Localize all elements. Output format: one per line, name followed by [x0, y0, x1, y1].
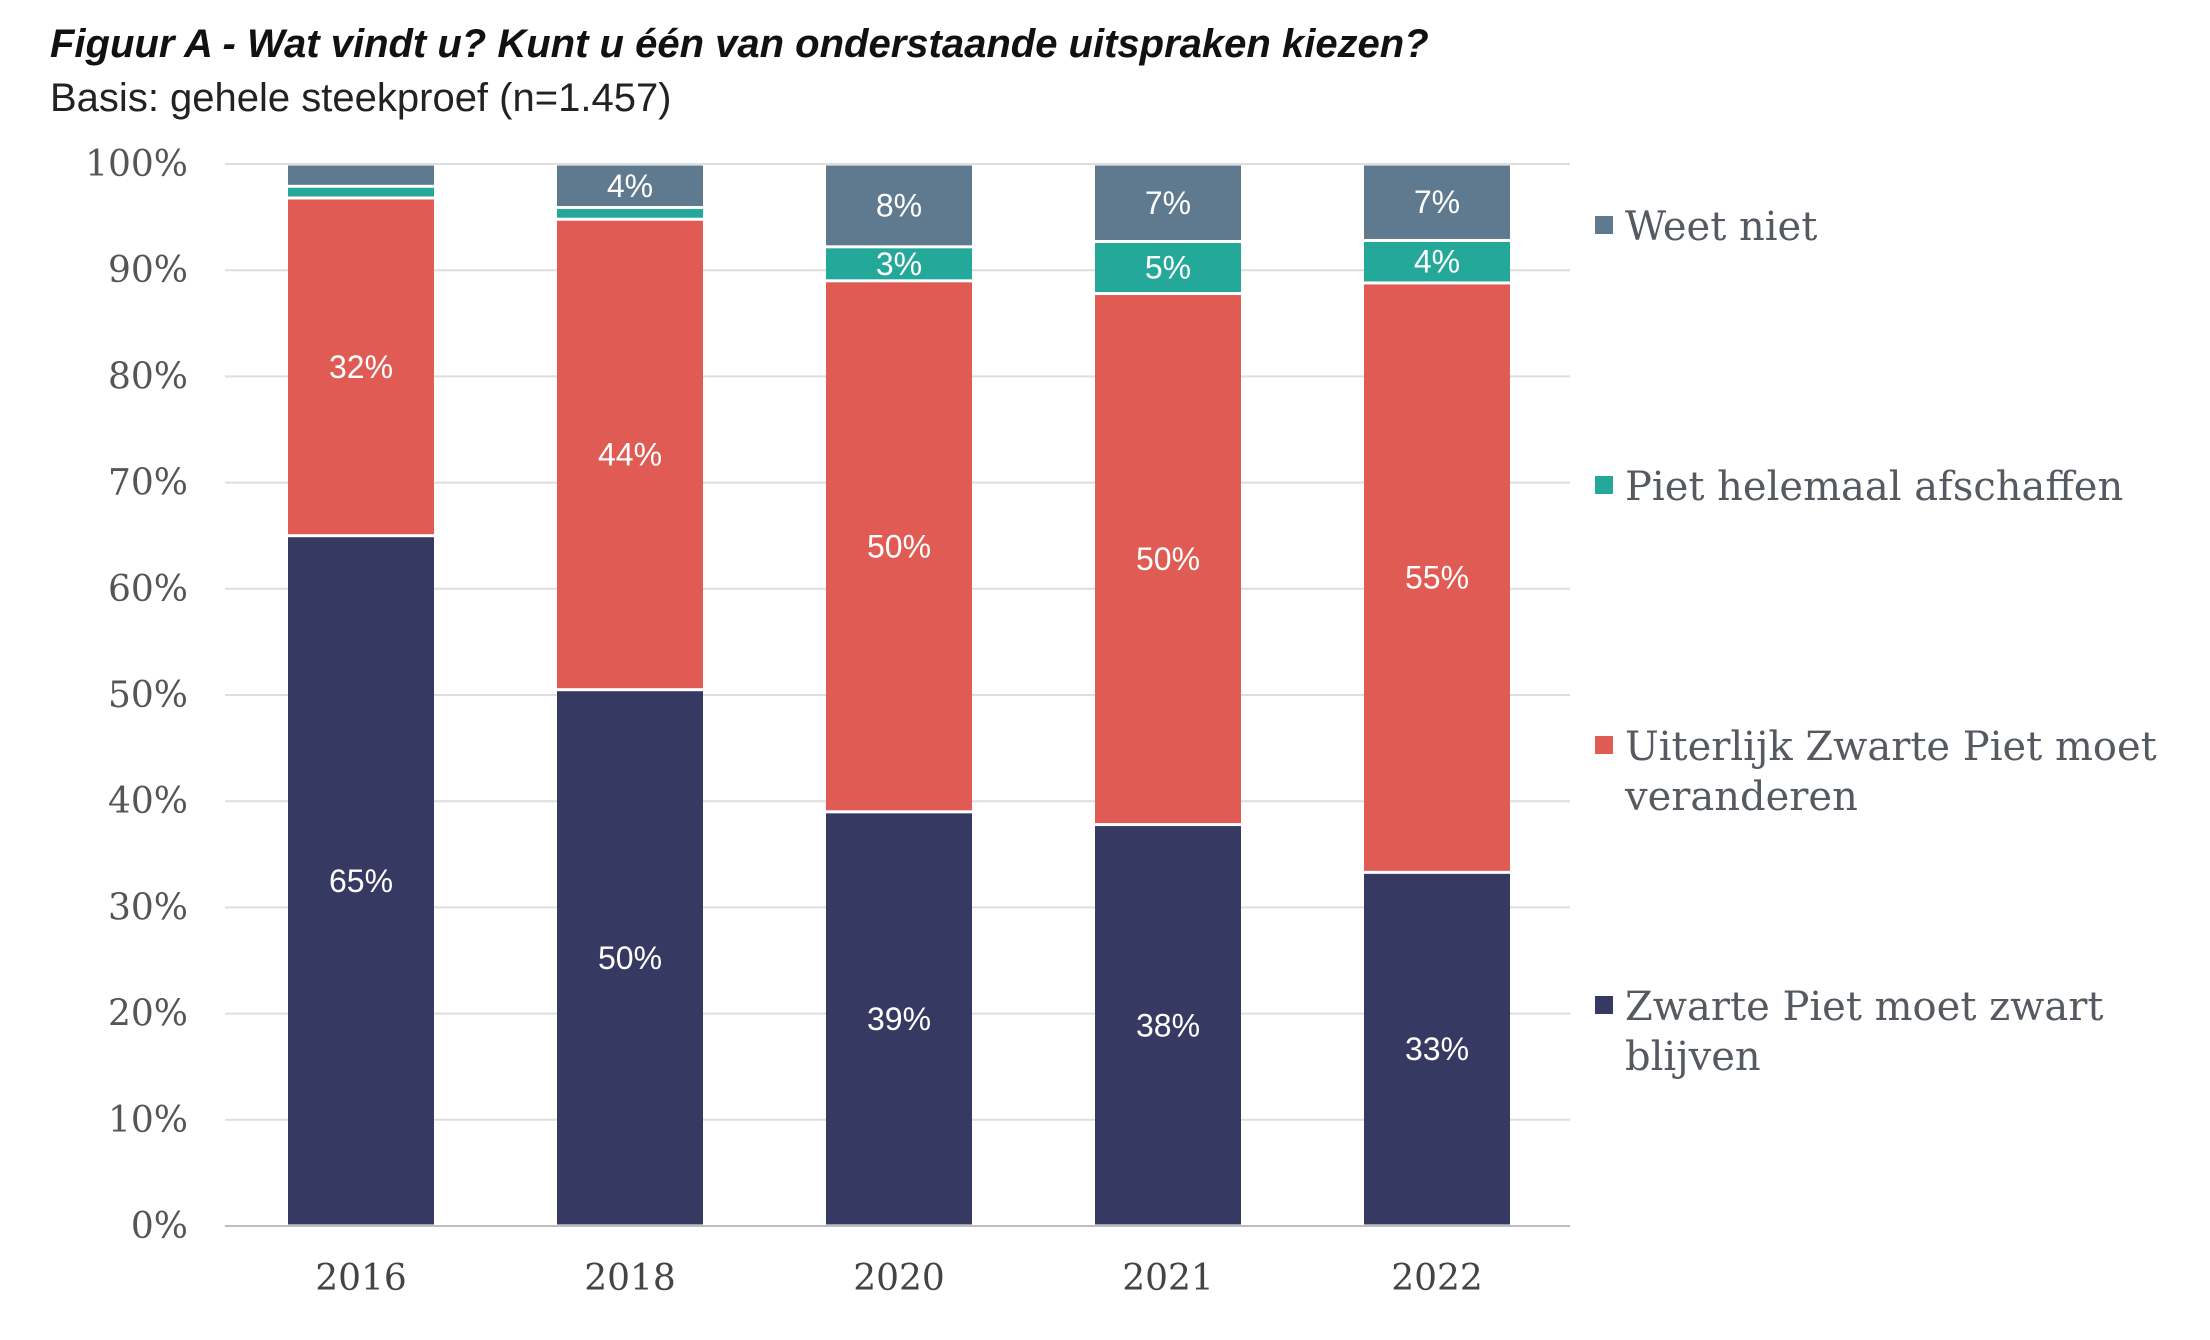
data-label: 4% — [607, 168, 653, 204]
data-label: 7% — [1145, 185, 1191, 221]
data-label: 7% — [1414, 184, 1460, 220]
legend-label: Piet helemaal afschaffen — [1625, 464, 2123, 510]
bar-segment[interactable] — [557, 209, 703, 218]
data-label: 38% — [1136, 1007, 1200, 1043]
y-tick-label: 10% — [108, 1100, 188, 1141]
bar-segment[interactable] — [1095, 165, 1241, 241]
y-tick-label: 60% — [108, 569, 188, 610]
bar-segment[interactable] — [288, 199, 434, 535]
x-tick-label: 2021 — [1122, 1258, 1214, 1299]
data-label: 50% — [598, 940, 662, 976]
bar-segment[interactable] — [826, 248, 972, 280]
bar-segment[interactable] — [1095, 243, 1241, 293]
legend-label: Zwarte Piet moet zwart — [1625, 984, 2103, 1030]
data-label: 8% — [876, 187, 922, 223]
bar-segment[interactable] — [826, 813, 972, 1225]
legend-label: Weet niet — [1625, 204, 1817, 250]
y-tick-label: 0% — [131, 1206, 188, 1247]
data-label: 39% — [867, 1001, 931, 1037]
bar-segment[interactable] — [288, 537, 434, 1225]
legend-swatch — [1595, 736, 1613, 754]
bar-segment[interactable] — [826, 282, 972, 811]
chart-subtitle: Basis: gehele steekproef (n=1.457) — [50, 76, 672, 120]
bar-segment[interactable] — [1364, 165, 1510, 239]
y-tick-label: 100% — [85, 144, 188, 185]
legend-label: blijven — [1625, 1034, 1761, 1080]
data-label: 3% — [876, 246, 922, 282]
data-label: 4% — [1414, 244, 1460, 280]
y-tick-label: 40% — [108, 781, 188, 822]
x-tick-label: 2020 — [853, 1258, 945, 1299]
bar-segment[interactable] — [1095, 826, 1241, 1225]
x-tick-label: 2016 — [315, 1258, 407, 1299]
data-label: 50% — [1136, 541, 1200, 577]
bar-segment[interactable] — [826, 165, 972, 246]
chart-title: Figuur A - Wat vindt u? Kunt u één van o… — [50, 22, 1429, 66]
bar-segment[interactable] — [288, 187, 434, 197]
data-label: 32% — [329, 349, 393, 385]
y-tick-label: 70% — [108, 463, 188, 504]
bar-segment[interactable] — [1364, 241, 1510, 282]
legend-label: Uiterlijk Zwarte Piet moet — [1625, 724, 2157, 770]
x-tick-label: 2018 — [584, 1258, 676, 1299]
y-tick-label: 50% — [108, 675, 188, 716]
data-label: 65% — [329, 863, 393, 899]
data-label: 50% — [867, 528, 931, 564]
y-tick-label: 90% — [108, 250, 188, 291]
bar-segment[interactable] — [1364, 284, 1510, 871]
bar-segment[interactable] — [288, 165, 434, 185]
data-label: 33% — [1405, 1031, 1469, 1067]
y-tick-label: 80% — [108, 356, 188, 397]
x-tick-label: 2022 — [1391, 1258, 1483, 1299]
bar-segment[interactable] — [1095, 295, 1241, 824]
bar-segment[interactable] — [557, 691, 703, 1225]
legend-swatch — [1595, 216, 1613, 234]
data-label: 5% — [1145, 250, 1191, 286]
bar-segment[interactable] — [1364, 873, 1510, 1225]
y-tick-label: 20% — [108, 994, 188, 1035]
data-label: 44% — [598, 436, 662, 472]
data-label: 55% — [1405, 560, 1469, 596]
legend-swatch — [1595, 996, 1613, 1014]
bar-segment[interactable] — [557, 165, 703, 207]
legend-swatch — [1595, 476, 1613, 494]
legend-label: veranderen — [1624, 774, 1858, 820]
y-tick-label: 30% — [108, 887, 188, 928]
bar-segment[interactable] — [557, 220, 703, 689]
